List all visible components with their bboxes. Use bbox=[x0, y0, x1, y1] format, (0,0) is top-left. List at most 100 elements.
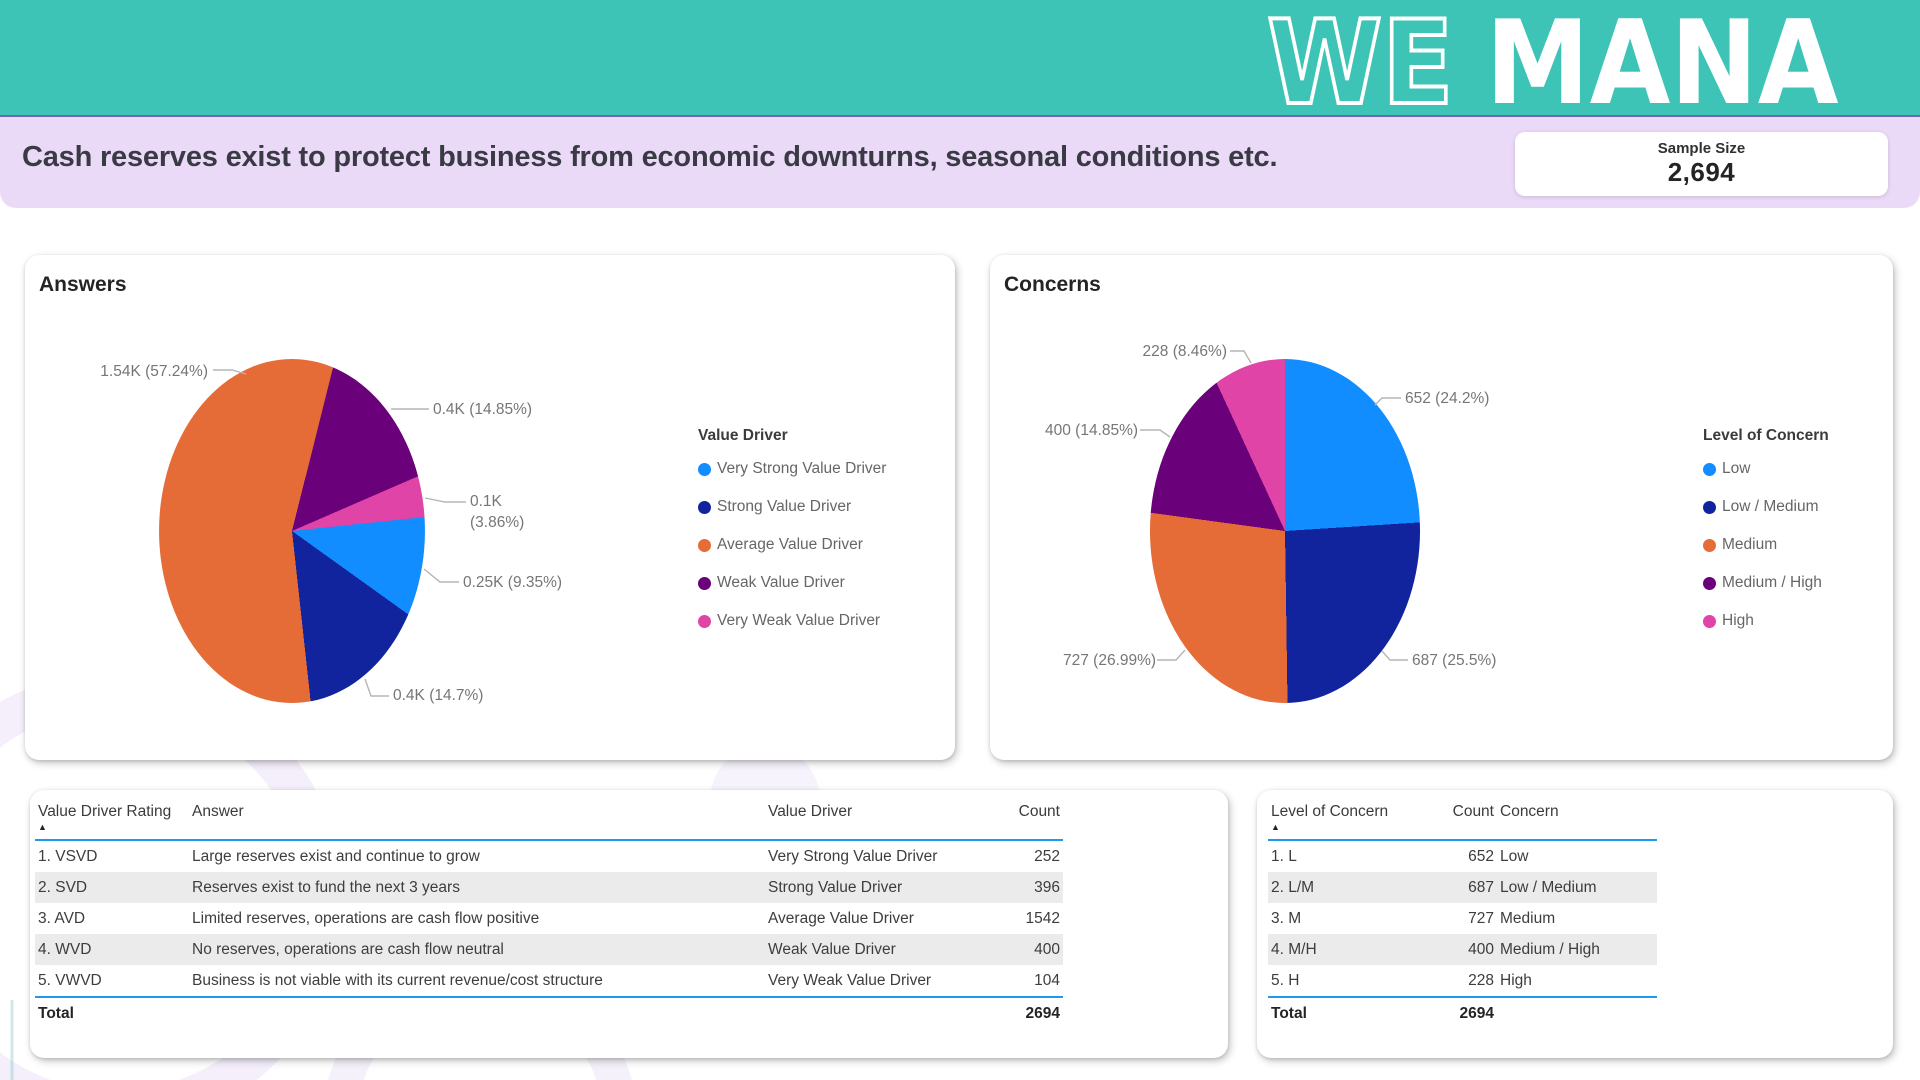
label-leader-line bbox=[1381, 650, 1408, 661]
sample-size-value: 2,694 bbox=[1667, 157, 1736, 187]
legend-item-low-medium[interactable]: Low / Medium bbox=[1703, 497, 1829, 517]
legend-title: Value Driver bbox=[698, 427, 788, 444]
legend-item-weak[interactable]: Weak Value Driver bbox=[698, 573, 886, 593]
total-count: 2694 bbox=[998, 996, 1063, 1029]
column-header-concern[interactable]: Concern bbox=[1497, 800, 1657, 841]
slice-label-very-weak: 0.1K (3.86%) bbox=[470, 493, 525, 531]
legend-swatch bbox=[1703, 614, 1716, 628]
slice-label-medium: 727 (26.99%) bbox=[1063, 652, 1157, 669]
legend-label: Medium / High bbox=[1722, 574, 1822, 591]
slice-label-low-medium: 687 (25.5%) bbox=[1412, 652, 1497, 669]
table-cell: 104 bbox=[1034, 971, 1060, 989]
table-row[interactable]: 4. WVD No reserves, operations are cash f… bbox=[35, 934, 1063, 965]
logo-solid-text: MANA bbox=[1486, 0, 1839, 131]
table-cell: Business is not viable with its current … bbox=[192, 971, 603, 989]
table-cell: 3. M bbox=[1271, 909, 1302, 927]
table-cell: 4. WVD bbox=[35, 934, 189, 965]
table-row[interactable]: 3. M 727 Medium bbox=[1268, 903, 1657, 934]
table-cell: 396 bbox=[998, 872, 1063, 903]
table-cell: 4. M/H bbox=[1268, 934, 1437, 965]
concerns-table: Level of Concern ▲ Count Concern 1. L 652 Low… bbox=[1268, 800, 1657, 1029]
table-header-row: Level of Concern ▲ Count Concern bbox=[1268, 800, 1657, 841]
table-row[interactable]: 1. L 652 Low bbox=[1268, 840, 1657, 872]
column-header-label: Value Driver bbox=[768, 803, 853, 820]
legend-swatch bbox=[698, 538, 711, 552]
total-label: Total bbox=[35, 996, 998, 1029]
legend-item-very-weak[interactable]: Very Weak Value Driver bbox=[698, 611, 886, 631]
legend-item-very-strong[interactable]: Very Strong Value Driver bbox=[698, 459, 886, 479]
legend-label: High bbox=[1722, 612, 1754, 629]
column-header-label: Level of Concern bbox=[1271, 803, 1389, 820]
column-header-level-of-concern[interactable]: Level of Concern ▲ bbox=[1268, 800, 1437, 841]
legend-label: Medium bbox=[1722, 536, 1778, 553]
table-cell: Limited reserves, operations are cash fl… bbox=[192, 909, 540, 927]
legend-item-average[interactable]: Average Value Driver bbox=[698, 535, 886, 555]
legend-swatch bbox=[1703, 462, 1716, 476]
legend-label: Average Value Driver bbox=[717, 536, 863, 553]
legend-swatch bbox=[698, 576, 711, 590]
label-leader-line bbox=[423, 568, 459, 583]
answers-table: Value Driver Rating ▲ Answer Value Driver Co… bbox=[35, 800, 1063, 1029]
slice-label-high: 228 (8.46%) bbox=[1142, 343, 1227, 360]
legend-label: Low / Medium bbox=[1722, 498, 1819, 515]
legend-swatch bbox=[1703, 538, 1716, 552]
legend-item-high[interactable]: High bbox=[1703, 611, 1829, 631]
legend-item-low[interactable]: Low bbox=[1703, 459, 1829, 479]
answers-chart-card: Answers 1.54K (57.24%) 0.4K (14.85%) 0.1… bbox=[25, 255, 955, 760]
label-leader-line bbox=[1374, 397, 1401, 406]
table-total-row: Total 2694 bbox=[1268, 996, 1657, 1029]
table-cell: No reserves, operations are cash flow ne… bbox=[189, 934, 765, 965]
table-cell: Low bbox=[1500, 847, 1529, 865]
slice-label-medium-high: 400 (14.85%) bbox=[1045, 422, 1139, 439]
column-header-value-driver-rating[interactable]: Value Driver Rating ▲ bbox=[35, 800, 189, 841]
column-header-answer[interactable]: Answer bbox=[189, 800, 765, 841]
slice-label-average: 1.54K (57.24%) bbox=[100, 363, 208, 380]
table-cell: Very Weak Value Driver bbox=[768, 971, 932, 989]
table-cell: 652 bbox=[1468, 847, 1494, 865]
slice-label-very-strong: 0.25K (9.35%) bbox=[463, 574, 563, 591]
label-leader-line bbox=[364, 678, 389, 697]
column-header-label: Concern bbox=[1500, 803, 1559, 820]
table-row[interactable]: 3. AVD Limited reserves, operations are c… bbox=[35, 903, 1063, 934]
sort-ascending-icon: ▲ bbox=[38, 822, 47, 832]
sort-ascending-icon: ▲ bbox=[1271, 822, 1280, 832]
legend-item-medium-high[interactable]: Medium / High bbox=[1703, 573, 1829, 593]
legend-swatch bbox=[698, 614, 711, 628]
question-title: Cash reserves exist to protect business … bbox=[22, 141, 1278, 173]
label-leader-line bbox=[424, 497, 466, 503]
column-header-value-driver[interactable]: Value Driver bbox=[765, 800, 998, 841]
total-label: Total bbox=[1268, 996, 1437, 1029]
table-cell: Weak Value Driver bbox=[765, 934, 998, 965]
legend-swatch bbox=[698, 462, 711, 476]
table-cell: 400 bbox=[1437, 934, 1497, 965]
table-cell: Average Value Driver bbox=[768, 909, 914, 927]
legend-swatch bbox=[1703, 500, 1716, 514]
table-total-row: Total 2694 bbox=[35, 996, 1063, 1029]
column-header-label: Answer bbox=[192, 803, 244, 820]
table-row[interactable]: 4. M/H 400 Medium / High bbox=[1268, 934, 1657, 965]
column-header-count[interactable]: Count bbox=[998, 800, 1063, 841]
legend-item-strong[interactable]: Strong Value Driver bbox=[698, 497, 886, 517]
label-leader-line bbox=[1230, 350, 1252, 364]
label-leader-line bbox=[1140, 429, 1171, 438]
table-row[interactable]: 2. L/M 687 Low / Medium bbox=[1268, 872, 1657, 903]
table-cell: 727 bbox=[1468, 909, 1494, 927]
concerns-pie-chart[interactable] bbox=[1149, 359, 1421, 703]
table-row[interactable]: 2. SVD Reserves exist to fund the next 3 … bbox=[35, 872, 1063, 903]
table-row[interactable]: 1. VSVD Large reserves exist and continue… bbox=[35, 840, 1063, 872]
table-row[interactable]: 5. VWVD Business is not viable with its c… bbox=[35, 965, 1063, 997]
table-cell: 687 bbox=[1437, 872, 1497, 903]
answers-pie-chart[interactable] bbox=[159, 359, 425, 703]
table-cell: 1. VSVD bbox=[38, 847, 98, 865]
table-cell: 3. AVD bbox=[38, 909, 86, 927]
legend-label: Weak Value Driver bbox=[717, 574, 845, 591]
sample-size-label: Sample Size bbox=[1657, 140, 1746, 157]
table-cell: 5. VWVD bbox=[38, 971, 102, 989]
legend-item-medium[interactable]: Medium bbox=[1703, 535, 1829, 555]
table-cell: 400 bbox=[998, 934, 1063, 965]
table-row[interactable]: 5. H 228 High bbox=[1268, 965, 1657, 997]
column-header-count[interactable]: Count bbox=[1437, 800, 1497, 841]
app-header: WE MANA bbox=[0, 0, 1920, 133]
legend-label: Very Strong Value Driver bbox=[717, 460, 887, 477]
label-leader-line bbox=[1157, 649, 1186, 661]
